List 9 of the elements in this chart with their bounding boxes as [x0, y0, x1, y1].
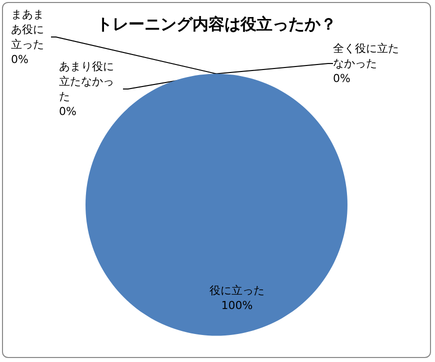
data-label: 100%: [221, 299, 253, 312]
chart-title: トレーニング内容は役立ったか？: [96, 14, 336, 34]
text: 0%: [59, 105, 76, 118]
category-label: 全く役に立たなかった: [333, 42, 399, 70]
slice-label: 役に立った: [210, 284, 264, 297]
category-label: まあまあ役に立った: [11, 8, 44, 51]
text: 0%: [11, 53, 28, 66]
category-label: あまり役に立たなかった: [59, 60, 114, 103]
text: 0%: [333, 72, 350, 85]
